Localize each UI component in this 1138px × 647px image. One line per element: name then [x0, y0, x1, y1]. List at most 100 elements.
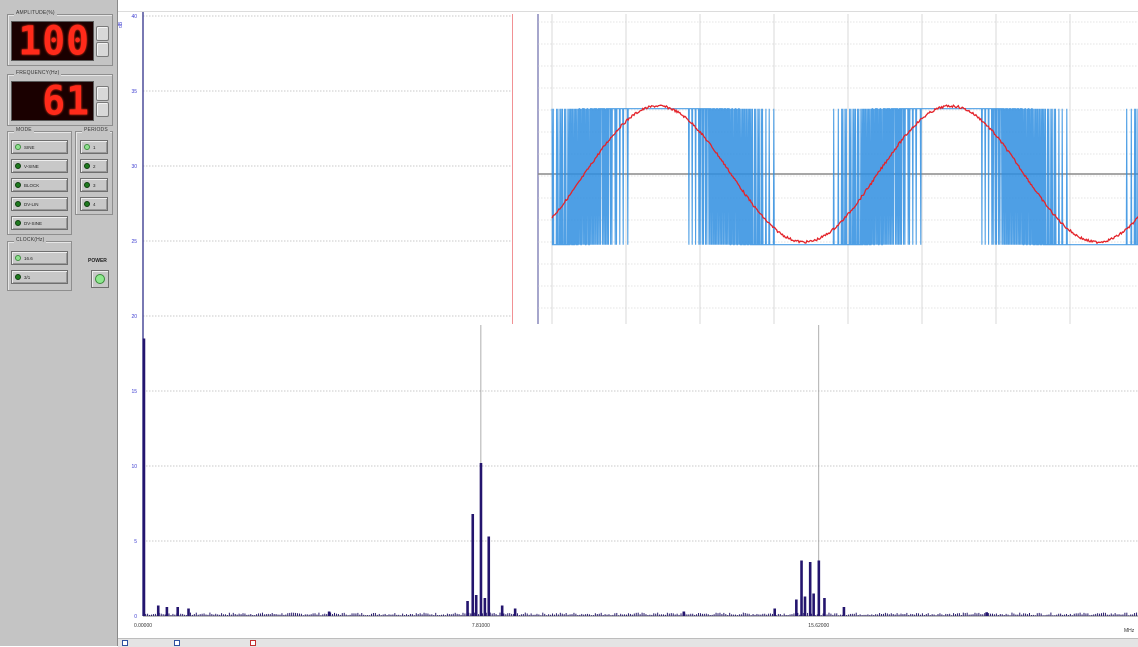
noise-bar: [807, 612, 809, 616]
noise-bar: [207, 614, 209, 616]
clock-group: CLOCK(Hz): [7, 236, 72, 291]
noise-bar: [746, 613, 748, 616]
x-tick-label: 0.00000: [134, 623, 152, 629]
noise-bar: [666, 612, 668, 616]
noise-bar: [995, 613, 997, 616]
noise-bar: [1027, 614, 1029, 616]
spectrum-bar: [795, 599, 798, 616]
mode-button-2[interactable]: V-SINE: [11, 159, 68, 173]
noise-bar: [633, 613, 635, 616]
period-label: 4: [93, 201, 96, 207]
noise-bar: [559, 612, 561, 616]
noise-bar: [871, 614, 873, 616]
noise-bar: [1073, 613, 1075, 616]
noise-bar: [972, 614, 974, 616]
amplitude-down-button[interactable]: [96, 42, 109, 57]
noise-bar: [877, 614, 879, 616]
noise-bar: [1116, 614, 1118, 616]
noise-bar: [799, 614, 801, 616]
noise-bar: [937, 614, 939, 616]
noise-bar: [997, 615, 999, 616]
amplitude-up-button[interactable]: [96, 26, 109, 41]
noise-bar: [590, 615, 592, 616]
noise-bar: [1011, 612, 1013, 616]
noise-bar: [962, 612, 964, 616]
noise-bar: [947, 614, 949, 616]
noise-bar: [847, 614, 849, 616]
spectrum-bar: [474, 595, 478, 616]
noise-bar: [446, 613, 448, 616]
frequency-down-button[interactable]: [96, 102, 109, 117]
noise-bar: [881, 614, 883, 616]
noise-bar: [1132, 614, 1134, 616]
noise-bar: [221, 613, 223, 616]
noise-bar: [845, 615, 847, 616]
noise-bar: [367, 615, 369, 616]
noise-bar: [789, 614, 791, 616]
noise-bar: [254, 615, 256, 616]
noise-bar: [295, 612, 297, 616]
spectrum-bar: [808, 562, 812, 616]
noise-bar: [1134, 613, 1136, 616]
mode-indicator-icon: [15, 163, 21, 169]
mode-button-3[interactable]: BLOCK: [11, 178, 68, 192]
noise-bar: [351, 613, 353, 616]
noise-bar: [1034, 615, 1036, 616]
noise-bar: [664, 614, 666, 616]
noise-bar: [956, 613, 958, 616]
noise-bar: [252, 615, 254, 616]
power-button[interactable]: [91, 270, 109, 288]
noise-bar: [462, 612, 464, 616]
noise-bar: [577, 615, 579, 616]
clock-label: 16.6: [24, 255, 33, 261]
spectrum-bar: [483, 598, 487, 616]
frequency-up-button[interactable]: [96, 86, 109, 101]
noise-bar: [337, 613, 339, 616]
mode-button-5[interactable]: DV-SINE: [11, 216, 68, 230]
noise-bar: [211, 614, 213, 616]
legend-marker-1: [122, 640, 128, 646]
spectrum-bar: [176, 607, 180, 616]
noise-bar: [896, 613, 898, 616]
noise-bar: [293, 612, 295, 616]
noise-bar: [310, 614, 312, 616]
noise-bar: [443, 614, 445, 616]
noise-bar: [464, 613, 466, 616]
mode-button-4[interactable]: DV-LIN: [11, 197, 68, 211]
noise-bar: [662, 614, 664, 616]
noise-bar: [694, 614, 696, 616]
period-button-3[interactable]: 3: [80, 178, 108, 192]
noise-bar: [151, 614, 153, 616]
noise-bar: [191, 614, 193, 616]
noise-bar: [1013, 613, 1015, 616]
noise-bar: [657, 612, 659, 616]
period-button-4[interactable]: 4: [80, 197, 108, 211]
clock-button-2[interactable]: 3/1: [11, 270, 68, 284]
noise-bar: [439, 615, 441, 616]
clock-button-1[interactable]: 16.6: [11, 251, 68, 265]
mode-indicator-icon: [15, 144, 21, 150]
noise-bar: [1015, 614, 1017, 616]
noise-bar: [456, 613, 458, 616]
noise-bar: [1087, 613, 1089, 616]
noise-bar: [300, 613, 302, 616]
period-button-1[interactable]: 1: [80, 140, 108, 154]
frequency-display: 61: [11, 81, 94, 121]
noise-bar: [587, 613, 589, 616]
noise-bar: [649, 614, 651, 616]
noise-bar: [145, 613, 147, 616]
noise-bar: [836, 613, 838, 616]
noise-bar: [561, 613, 563, 616]
noise-bar: [589, 614, 591, 616]
noise-bar: [275, 614, 277, 616]
noise-bar: [902, 614, 904, 616]
noise-bar: [931, 614, 933, 616]
period-button-2[interactable]: 2: [80, 159, 108, 173]
noise-bar: [1001, 614, 1003, 616]
mode-button-1[interactable]: SINE: [11, 140, 68, 154]
x-unit-label: MHz: [1124, 628, 1135, 634]
power-lamp-icon: [95, 274, 105, 284]
noise-bar: [855, 612, 857, 616]
noise-bar: [226, 615, 228, 616]
noise-bar: [958, 613, 960, 616]
